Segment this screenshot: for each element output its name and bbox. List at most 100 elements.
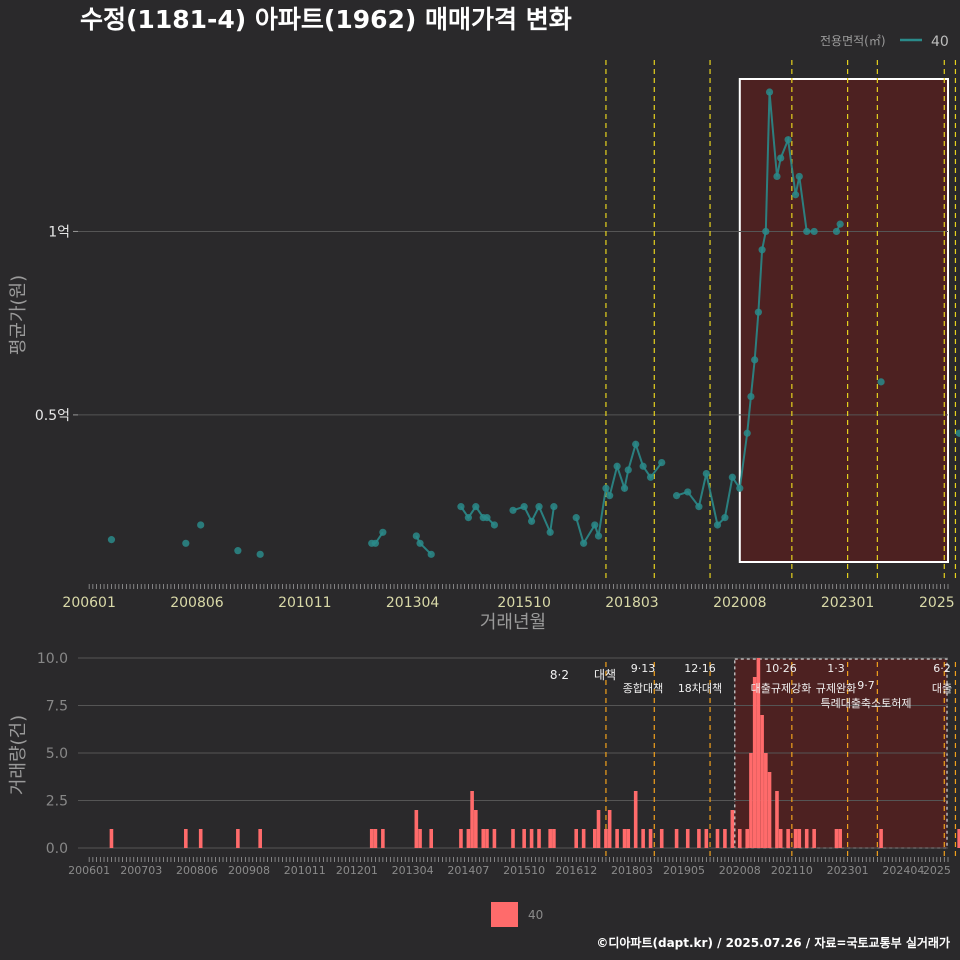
vol-x-tick-label: 202301 — [827, 864, 869, 877]
volume-bar — [369, 829, 374, 848]
price-point — [197, 521, 205, 529]
price-point — [546, 528, 554, 536]
volume-bar — [607, 810, 612, 848]
volume-bar — [797, 829, 802, 848]
price-point — [234, 547, 242, 555]
volume-bar — [633, 791, 638, 848]
volume-bar — [838, 829, 842, 848]
vol-x-tick-label: 200806 — [176, 864, 218, 877]
policy-annotation-text: 규제완화 — [816, 682, 856, 695]
policy-annotation-text: 특례대출축소토허제 — [820, 697, 911, 710]
volume-bar — [522, 829, 526, 848]
volume-bar — [775, 791, 779, 848]
vol-x-tick-label: 201803 — [611, 864, 653, 877]
policy-annotation-text: 대출규제강화 — [751, 682, 812, 695]
y-axis-title: 평균가(원) — [8, 275, 29, 355]
chart-title: 수정(1181-4) 아파트(1962) 매매가격 변화 — [80, 5, 572, 34]
volume-bar — [552, 829, 556, 848]
price-point — [702, 470, 710, 478]
policy-annotation-text: 대출 — [932, 682, 952, 695]
volume-bar — [258, 829, 262, 848]
volume-bar — [715, 829, 720, 848]
vol-x-tick-label: 201612 — [555, 864, 597, 877]
price-point — [371, 539, 380, 547]
volume-bar — [459, 829, 463, 848]
price-point — [754, 308, 762, 316]
x-tick-label: 200601 — [62, 595, 115, 611]
price-point — [810, 227, 818, 236]
vol-x-tick-label: 201905 — [663, 864, 705, 877]
y-tick-label: 0.5억 — [35, 408, 70, 424]
price-point — [639, 462, 647, 470]
policy-annotation-text: 18차대책 — [678, 682, 722, 695]
volume-bar — [641, 829, 645, 848]
volume-bar — [492, 829, 497, 848]
vol-y-axis-title: 거래량(건) — [8, 715, 29, 795]
legend-top: 전용면적(㎡) 40 — [820, 34, 949, 50]
volume-bar — [470, 791, 474, 848]
x-tick-label: 201304 — [386, 595, 440, 611]
price-point — [836, 220, 844, 228]
price-point — [594, 532, 603, 540]
y-tick-label: 1억 — [48, 224, 70, 240]
x-tick-label: 200806 — [170, 595, 224, 611]
volume-bar — [659, 829, 664, 848]
volume-bar — [604, 829, 608, 848]
vol-y-tick-label: 0.0 — [46, 841, 68, 857]
price-point — [527, 517, 536, 525]
highlight-period-box — [738, 78, 949, 563]
volume-bar — [529, 829, 534, 848]
volume-bar — [548, 829, 552, 848]
policy-annotation-date: 8·2 — [550, 668, 569, 682]
volume-bar — [697, 829, 701, 848]
price-point — [728, 473, 736, 481]
policy-annotation-date: 10·26 — [765, 662, 797, 675]
price-point — [832, 227, 841, 236]
price-point — [721, 514, 729, 522]
volume-bar — [615, 829, 619, 848]
volume-bar — [793, 829, 798, 848]
price-point — [580, 539, 588, 547]
volume-bar — [752, 677, 757, 848]
price-point — [751, 356, 759, 364]
price-point — [464, 514, 472, 522]
volume-bar — [786, 829, 790, 848]
price-point — [379, 528, 387, 536]
volume-bar — [474, 810, 478, 848]
volume-bar — [834, 829, 839, 848]
vol-x-tick-label: 202110 — [771, 864, 813, 877]
price-point — [256, 550, 264, 558]
volume-bar — [648, 829, 653, 848]
vol-x-tick-label: 200703 — [120, 864, 162, 877]
volume-bar — [778, 829, 783, 848]
price-point — [602, 484, 610, 492]
volume-bar — [760, 715, 764, 848]
price-point — [736, 484, 744, 492]
volume-bar — [581, 829, 586, 848]
price-point — [777, 154, 785, 162]
price-point — [695, 503, 703, 511]
volume-bar — [373, 829, 378, 848]
price-point — [672, 492, 681, 500]
volume-bar — [198, 829, 203, 848]
volume-bar — [730, 810, 735, 848]
volume-bar — [674, 829, 679, 848]
volume-bar — [764, 753, 768, 848]
price-point — [572, 514, 580, 522]
volume-bar — [756, 658, 761, 848]
legend-bottom: 40 — [491, 902, 543, 927]
legend-entry: 40 — [931, 34, 949, 50]
volume-bar — [109, 829, 114, 848]
vol-x-tick-label: 202404 — [882, 864, 924, 877]
volume-bar — [804, 829, 809, 848]
x-tick-label: 202008 — [713, 595, 766, 611]
price-point — [877, 378, 885, 386]
price-point — [509, 506, 517, 514]
x-tick-label: 202301 — [821, 595, 874, 611]
volume-bar — [481, 829, 486, 848]
volume-bar — [429, 829, 434, 848]
volume-bar — [184, 829, 188, 848]
price-point — [765, 88, 774, 96]
price-point — [427, 550, 435, 558]
volume-bar — [236, 829, 240, 848]
